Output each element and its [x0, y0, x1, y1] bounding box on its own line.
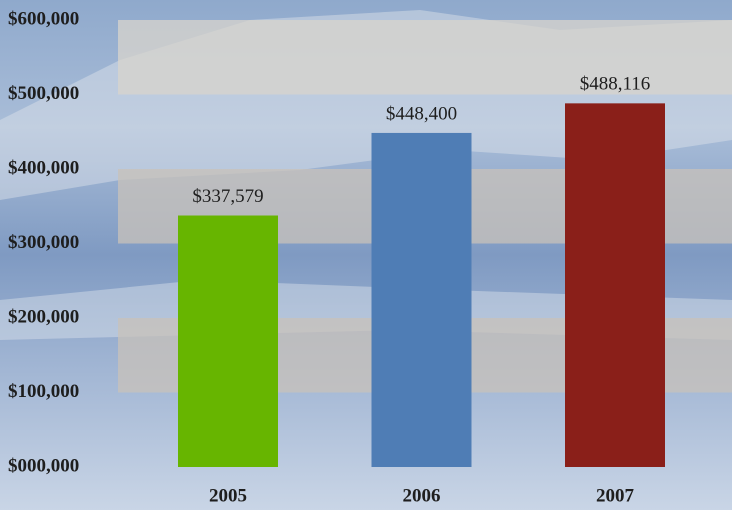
y-tick-label: $400,000: [8, 157, 79, 178]
value-label: $337,579: [192, 186, 263, 207]
page: $000,000 $100,000 $200,000 $300,000 $400,000…: [0, 0, 732, 510]
y-tick-label: $000,000: [8, 455, 79, 476]
value-label: $448,400: [386, 103, 457, 124]
y-tick-label: $600,000: [8, 8, 79, 29]
y-tick-label: $100,000: [8, 381, 79, 402]
y-tick-label: $300,000: [8, 232, 79, 253]
bar: [372, 133, 472, 467]
y-tick-label: $500,000: [8, 83, 79, 104]
x-tick-label: 2005: [209, 485, 247, 506]
value-label: $488,116: [580, 74, 651, 95]
bar: [178, 216, 278, 467]
chart: $000,000 $100,000 $200,000 $300,000 $400,000…: [0, 0, 732, 510]
x-tick-label: 2006: [403, 485, 441, 506]
y-tick-label: $200,000: [8, 306, 79, 327]
x-tick-label: 2007: [596, 485, 635, 506]
bar: [565, 103, 665, 467]
